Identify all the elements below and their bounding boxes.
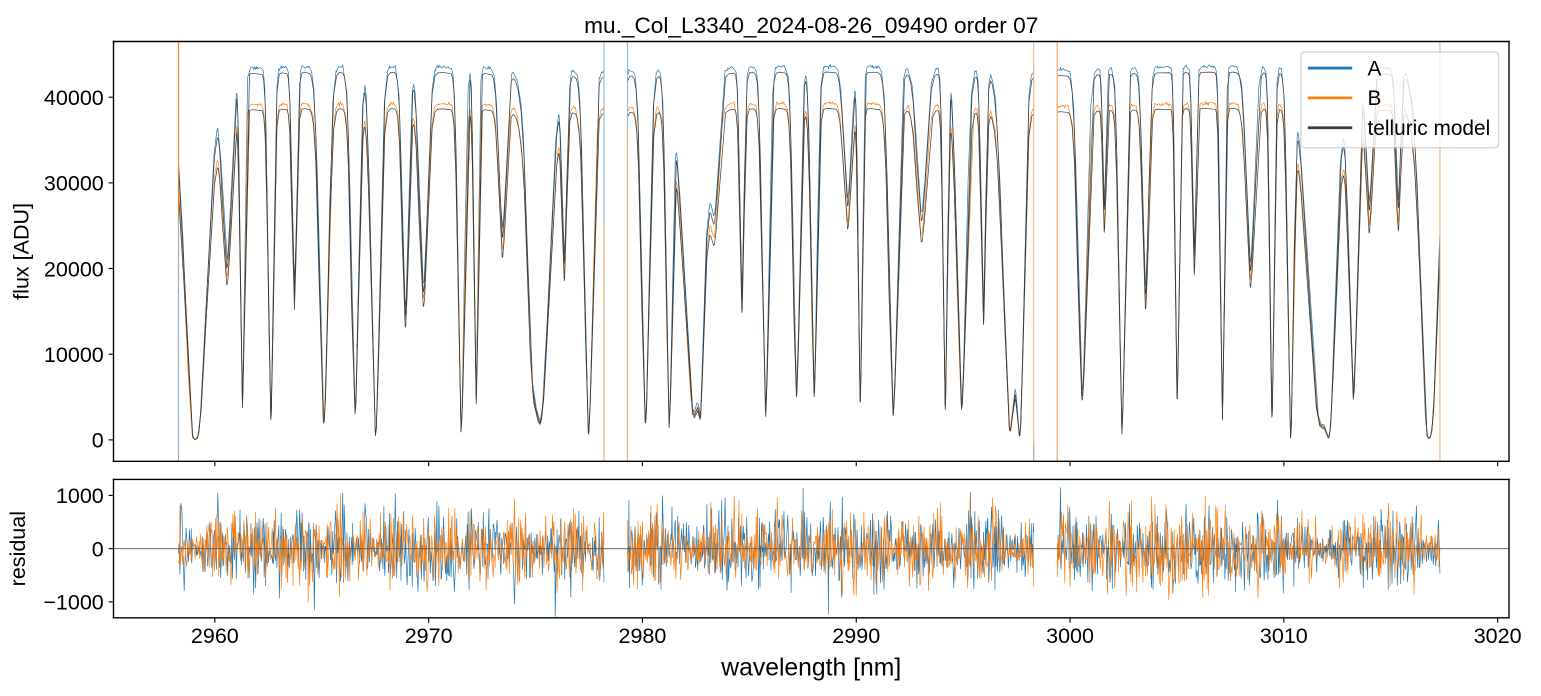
svg-text:wavelength [nm]: wavelength [nm] [720, 654, 901, 681]
svg-text:2980: 2980 [619, 624, 667, 648]
svg-text:2990: 2990 [832, 624, 880, 648]
svg-text:3010: 3010 [1260, 624, 1308, 648]
svg-text:flux [ADU]: flux [ADU] [9, 203, 33, 300]
svg-text:A: A [1368, 57, 1382, 80]
svg-text:−1000: −1000 [43, 591, 103, 615]
svg-text:30000: 30000 [44, 172, 104, 196]
svg-text:10000: 10000 [44, 343, 104, 367]
svg-text:3020: 3020 [1474, 624, 1522, 648]
svg-text:0: 0 [92, 429, 104, 453]
svg-text:1000: 1000 [56, 484, 104, 508]
svg-text:3000: 3000 [1046, 624, 1094, 648]
svg-text:2960: 2960 [191, 624, 239, 648]
svg-text:mu._Col_L3340_2024-08-26_09490: mu._Col_L3340_2024-08-26_09490 order 07 [584, 13, 1038, 38]
svg-text:residual: residual [6, 511, 30, 586]
svg-text:0: 0 [92, 537, 104, 561]
svg-text:B: B [1368, 87, 1382, 110]
svg-text:40000: 40000 [44, 86, 104, 110]
svg-text:telluric model: telluric model [1368, 117, 1491, 140]
svg-text:20000: 20000 [44, 257, 104, 281]
svg-text:2970: 2970 [405, 624, 453, 648]
